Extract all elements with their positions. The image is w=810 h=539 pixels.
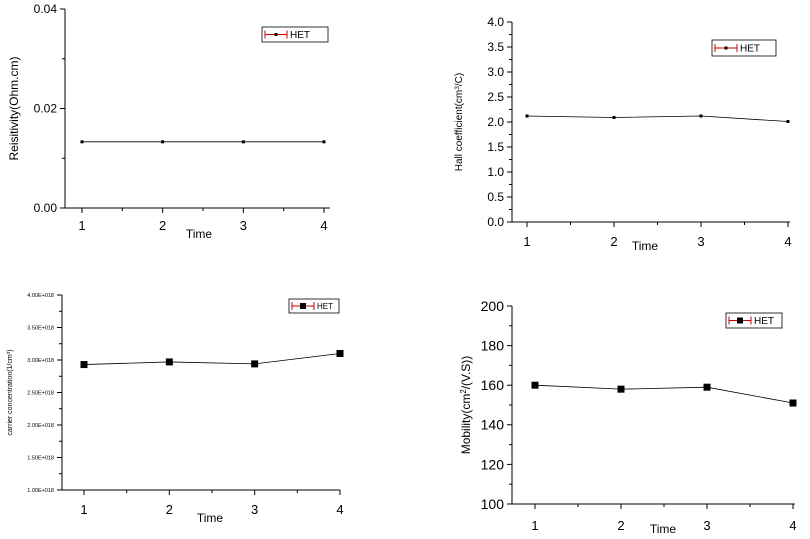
y-tick-label: 3.00E+018	[27, 358, 54, 364]
data-point	[789, 399, 797, 407]
y-tick-label: 4.00E+018	[27, 293, 54, 299]
data-point	[80, 361, 88, 369]
y-tick-label: 0.04	[34, 2, 58, 16]
x-tick-label: 4	[789, 518, 796, 533]
y-tick-label: 2.5	[487, 90, 504, 104]
x-tick-label: 4	[784, 234, 791, 249]
legend-frame	[261, 26, 329, 43]
y-tick-label: 1.5	[487, 140, 504, 154]
series-line-HET	[534, 384, 794, 404]
series-line-HET	[526, 115, 789, 122]
data-point	[612, 116, 616, 119]
x-tick-label: 1	[78, 218, 85, 233]
y-tick-label: 100	[481, 496, 505, 512]
data-point	[617, 385, 625, 393]
legend: HET	[711, 39, 777, 57]
y-axis-label: Mobility(cm2/(V.S))	[459, 356, 474, 455]
legend-marker	[300, 303, 306, 309]
x-axis-label: Time	[632, 239, 659, 253]
x-tick-label: 3	[240, 218, 247, 233]
x-tick-label: 2	[610, 234, 617, 249]
y-tick-label: 3.0	[487, 65, 504, 79]
series-line-HET	[83, 353, 341, 365]
legend-label: HET	[290, 30, 310, 41]
data-point	[165, 358, 173, 366]
x-axis-label: Time	[650, 522, 677, 536]
y-tick-label: 1.0	[487, 165, 504, 179]
legend-label: HET	[754, 316, 774, 327]
legend: HET	[288, 298, 340, 314]
data-point	[703, 383, 711, 391]
y-tick-label: 3.5	[487, 40, 504, 54]
data-point	[786, 120, 790, 123]
y-axis-label: Hall coefficient(cm3/C)	[454, 73, 466, 171]
data-point	[161, 140, 165, 144]
x-tick-label: 1	[523, 234, 530, 249]
x-tick-label: 2	[166, 502, 173, 517]
legend-frame	[711, 39, 777, 57]
legend: HET	[725, 312, 783, 329]
data-point	[531, 381, 539, 389]
x-axis-label: Time	[186, 227, 213, 241]
y-tick-label: 2.0	[487, 115, 504, 129]
chart-3: 1.00E+018 1.50E+018 2.00E+018 2.50E+018 3.00…	[6, 293, 344, 525]
y-tick-label: 2.00E+018	[27, 423, 54, 429]
y-axis-label: Reisitivity(Ohm.cm)	[7, 56, 21, 160]
data-point	[251, 360, 259, 368]
y-axis-label: carrier concentration(1/cm3)	[6, 349, 15, 435]
x-tick-label: 1	[80, 502, 87, 517]
y-tick-label: 180	[481, 338, 505, 354]
data-point	[525, 114, 529, 118]
legend-marker	[724, 46, 728, 50]
data-point	[336, 350, 344, 357]
y-tick-label: 2.50E+018	[27, 390, 54, 396]
y-tick-label: 160	[481, 377, 505, 393]
y-tick-label: 4.0	[487, 15, 504, 29]
x-tick-label: 4	[336, 502, 343, 517]
data-point	[80, 140, 84, 144]
legend: HET	[261, 26, 329, 43]
x-tick-label: 3	[703, 518, 710, 533]
y-tick-label: 120	[481, 456, 505, 472]
y-tick-label: 0.5	[487, 190, 504, 204]
y-tick-label: 0.00	[34, 201, 58, 215]
x-tick-label: 4	[320, 218, 327, 233]
x-tick-label: 2	[617, 518, 624, 533]
x-tick-label: 1	[531, 518, 538, 533]
legend-marker	[274, 33, 278, 36]
x-tick-label: 2	[159, 218, 166, 233]
y-tick-label: 1.00E+018	[27, 488, 54, 494]
legend-label: HET	[740, 44, 760, 55]
y-tick-label: 200	[481, 298, 505, 314]
y-tick-label: 140	[481, 417, 505, 433]
y-tick-label: 1.50E+018	[27, 455, 54, 461]
legend-label: HET	[317, 302, 333, 311]
y-tick-label: 0.0	[487, 215, 504, 229]
y-tick-label: 0.02	[34, 102, 58, 116]
chart-2: 0.0 0.5 1.0 1.5 2.0 2.5 3.0 3.5 4.0 1 2 3 4 Time Hall …	[454, 15, 792, 253]
chart-4: 100 120 140 160 180 200 1 2 3 4 Time Mobility(cm2/(…	[459, 298, 797, 536]
chart-1: 0.00 0.02 0.04 1 2 3 4 Time Reisitivity(Ohm.cm) H…	[7, 2, 330, 241]
data-point	[699, 114, 703, 118]
y-tick-label: 3.50E+018	[27, 325, 54, 331]
data-point	[241, 140, 245, 144]
x-axis-label: Time	[197, 511, 224, 525]
data-point	[322, 140, 326, 144]
x-tick-label: 3	[697, 234, 704, 249]
legend-marker	[737, 317, 743, 324]
x-tick-label: 3	[251, 502, 258, 517]
legend-frame	[725, 312, 783, 329]
